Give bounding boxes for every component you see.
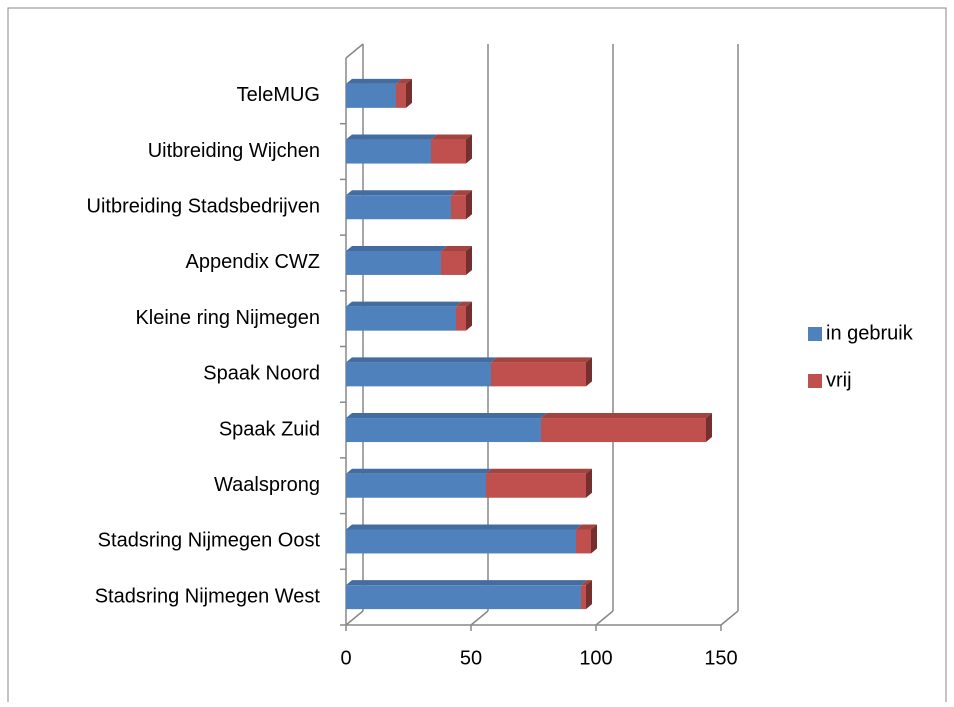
bar-side <box>591 524 597 554</box>
bar-side <box>706 413 712 443</box>
bar-top <box>396 78 412 84</box>
axis-line <box>345 43 364 59</box>
bar-side <box>466 134 472 164</box>
bar-top <box>346 134 437 140</box>
grid-line <box>720 610 739 626</box>
legend-label: vrij <box>826 369 852 391</box>
bar-side <box>406 78 412 108</box>
bar <box>491 362 586 387</box>
x-tick-label: 50 <box>460 647 482 669</box>
bar-top <box>541 413 712 419</box>
bar-side <box>466 301 472 331</box>
bar <box>346 529 576 554</box>
x-tick-label: 150 <box>704 647 737 669</box>
bar <box>451 195 466 220</box>
bar-side <box>466 245 472 275</box>
bar-top <box>486 468 592 474</box>
bar-top <box>451 190 472 196</box>
bar-top <box>576 524 597 530</box>
bar <box>346 418 541 443</box>
y-tick-label: Stadsring Nijmegen West <box>95 585 321 607</box>
bar-top <box>346 413 547 419</box>
bar <box>346 250 441 275</box>
bar <box>441 250 466 275</box>
bar-top <box>346 357 497 363</box>
bar-side <box>466 190 472 220</box>
bar <box>346 473 486 498</box>
bar-top <box>431 134 472 140</box>
y-tick-label: Waalsprong <box>214 474 320 496</box>
bar <box>576 529 591 554</box>
legend-label: in gebruik <box>826 322 914 344</box>
bar <box>346 83 396 108</box>
bar-side <box>586 357 592 387</box>
bar <box>541 418 706 443</box>
y-tick-label: Appendix CWZ <box>186 251 321 273</box>
legend-swatch <box>808 327 822 341</box>
bar-top <box>346 580 587 586</box>
y-tick-label: Spaak Noord <box>203 363 320 385</box>
bar-top <box>491 357 592 363</box>
y-tick-label: Uitbreiding Stadsbedrijven <box>87 196 320 218</box>
bar-top <box>346 468 492 474</box>
bar-top <box>346 245 447 251</box>
x-tick-label: 100 <box>579 647 612 669</box>
bar <box>431 139 466 164</box>
bar <box>396 83 406 108</box>
y-tick-label: Stadsring Nijmegen Oost <box>98 530 321 552</box>
grid-line <box>470 610 489 626</box>
bar <box>486 473 586 498</box>
legend-swatch <box>808 374 822 388</box>
bar-side <box>586 580 592 610</box>
bar-side <box>586 468 592 498</box>
bar-top <box>456 301 472 307</box>
bar-top <box>346 190 457 196</box>
bar <box>346 195 451 220</box>
grid-line <box>595 610 614 626</box>
bar <box>346 306 456 331</box>
bar <box>581 585 586 610</box>
bar <box>346 139 431 164</box>
x-tick-label: 0 <box>340 647 351 669</box>
bar-top <box>581 580 592 586</box>
bar <box>346 585 581 610</box>
chart-border <box>7 7 947 702</box>
y-tick-label: Spaak Zuid <box>219 418 320 440</box>
y-tick-label: Kleine ring Nijmegen <box>135 307 320 329</box>
grid-line <box>345 610 364 626</box>
bar <box>346 362 491 387</box>
y-tick-label: Uitbreiding Wijchen <box>148 140 320 162</box>
bar-top <box>346 78 402 84</box>
y-tick-label: TeleMUG <box>237 84 320 106</box>
bar-top <box>441 245 472 251</box>
bar-top <box>346 524 582 530</box>
bar <box>456 306 466 331</box>
bar-top <box>346 301 462 307</box>
